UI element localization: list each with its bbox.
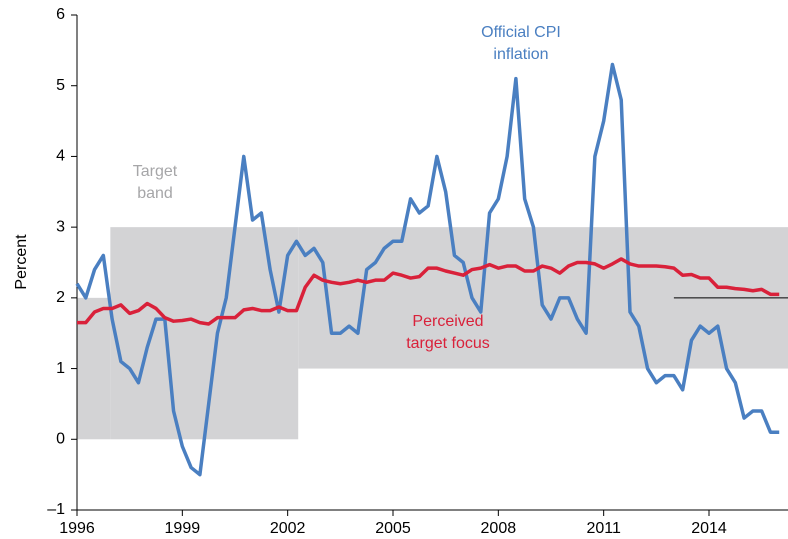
x-tick-label: 1999 xyxy=(165,520,201,537)
x-tick-label: 2005 xyxy=(375,520,411,537)
y-tick-label: 2 xyxy=(56,289,65,306)
x-tick-label: 2008 xyxy=(481,520,517,537)
y-tick-label: 4 xyxy=(56,148,65,165)
annotation: target focus xyxy=(406,335,490,352)
x-tick-label: 2011 xyxy=(586,520,621,537)
x-tick-label: 2014 xyxy=(691,520,727,537)
annotation: Official CPI xyxy=(481,24,561,41)
series-line xyxy=(75,62,780,477)
x-tick-label: 2002 xyxy=(270,520,306,537)
y-tick-label: 0 xyxy=(56,431,65,448)
annotation: Perceived xyxy=(412,313,483,330)
y-tick-label: 6 xyxy=(56,6,65,23)
annotation: band xyxy=(137,185,173,202)
y-tick-label: 5 xyxy=(56,77,65,94)
target-band xyxy=(110,227,299,440)
x-tick-label: 1996 xyxy=(59,520,95,537)
annotation: Target xyxy=(133,163,178,180)
annotation: inflation xyxy=(493,46,548,63)
y-axis-label: Percent xyxy=(13,234,30,290)
y-tick-label: 1 xyxy=(56,360,65,377)
target-band xyxy=(77,297,111,440)
series-line xyxy=(77,257,780,326)
y-tick-label: –1 xyxy=(47,501,65,518)
y-tick-label: 3 xyxy=(56,218,65,235)
